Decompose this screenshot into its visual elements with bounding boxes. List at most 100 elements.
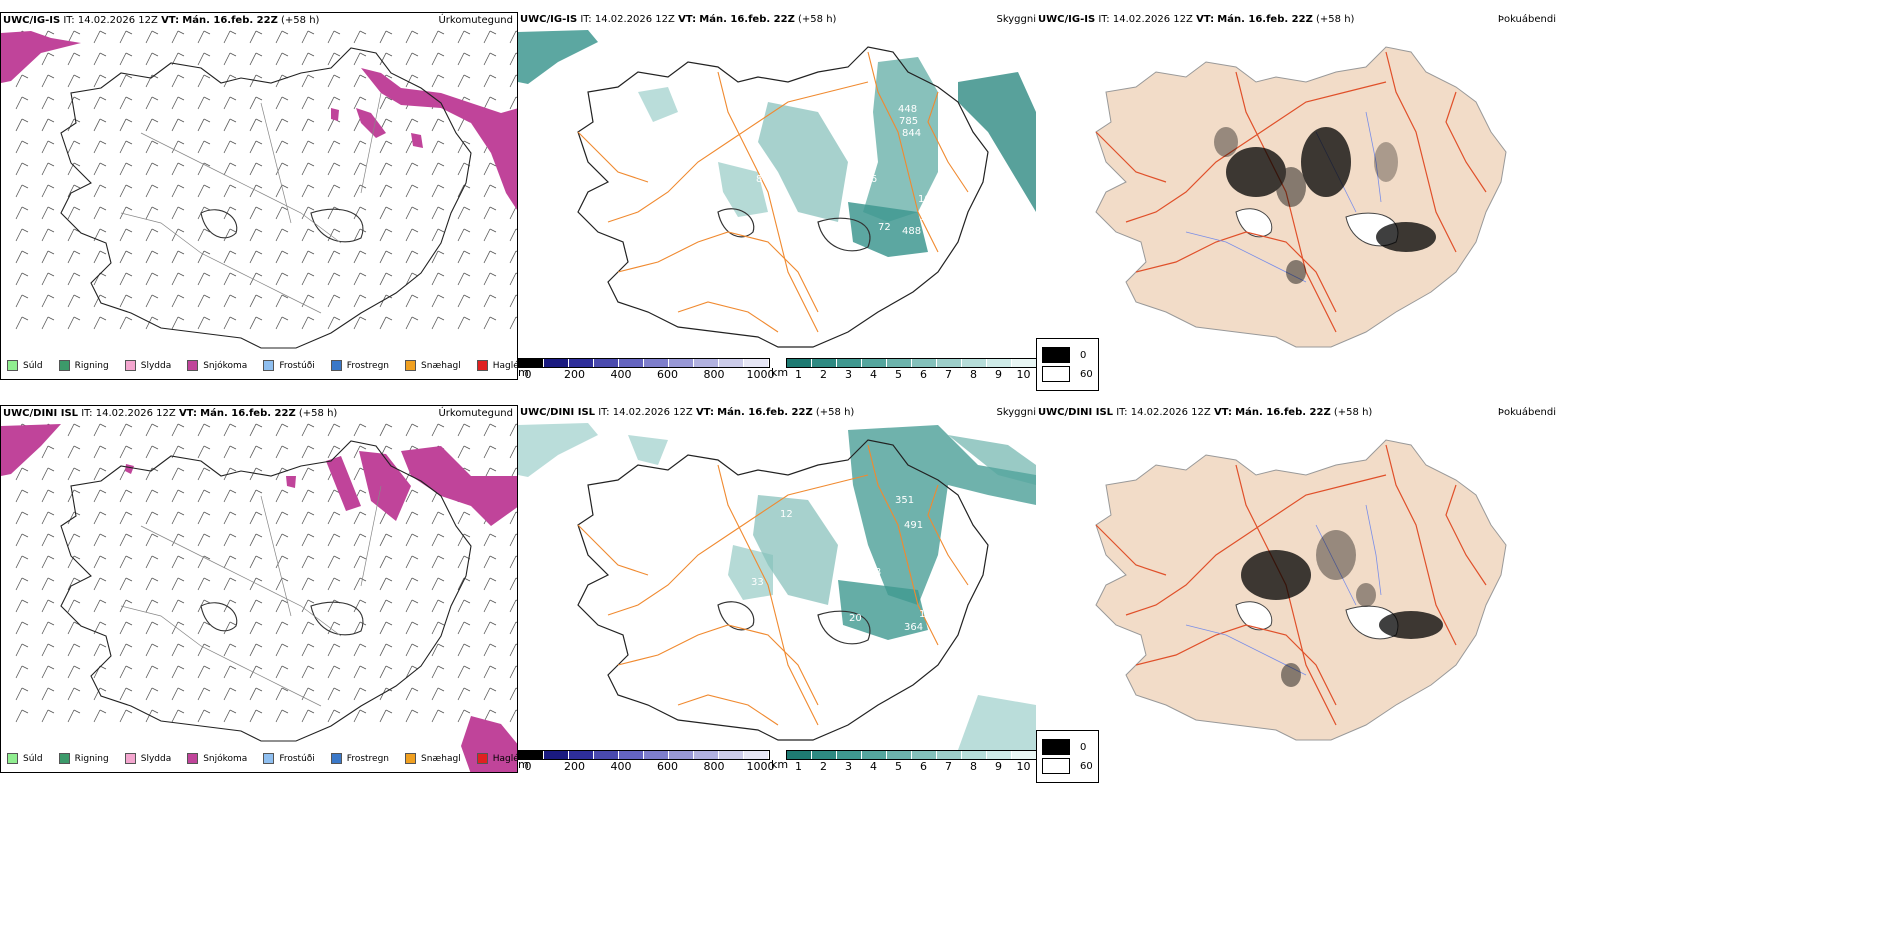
colorbar-cell: [887, 751, 912, 759]
legend-item: Rigning: [58, 360, 109, 371]
panel-label: Úrkomutegund: [438, 408, 513, 419]
colorbar-cell: [644, 751, 669, 759]
fog-swatch-black: [1042, 347, 1070, 363]
low-visibility-area: [958, 695, 1036, 750]
legend-item: Haglél: [476, 753, 517, 764]
visibility-number: 188: [862, 567, 881, 578]
legend-swatch: [476, 753, 488, 764]
legend-swatch: [7, 360, 18, 371]
low-visibility-area: [863, 57, 938, 222]
legend-item: Súld: [7, 360, 43, 371]
legend-label: Slydda: [140, 360, 172, 371]
colorbar-tick-label: 200: [564, 760, 585, 773]
legend-item: Frostúði: [263, 753, 315, 764]
visibility-number: 491: [904, 520, 923, 531]
panel-title: UWC/DINI ISL IT: 14.02.2026 12Z VT: Mán.…: [520, 407, 855, 418]
colorbar-tick-label: 10: [1016, 760, 1031, 773]
colorbar-cell: [862, 751, 887, 759]
legend-item: Súld: [7, 753, 43, 764]
colorbar-cell: [569, 359, 594, 367]
visibility-number: 20: [849, 613, 862, 624]
legend-swatch: [330, 753, 342, 764]
colorbar-cell: [744, 359, 769, 367]
legend-swatch: [124, 753, 136, 764]
legend-label: Rigning: [74, 360, 109, 371]
colorbar-tick-label: 0: [524, 368, 532, 381]
snow-area: [401, 446, 517, 526]
low-visibility-area: [838, 580, 928, 640]
colorbar-cell: [544, 751, 569, 759]
colorbar-tick-label: 9: [995, 760, 1002, 773]
visibility-number: 33: [751, 577, 764, 588]
visibility-number: 104: [918, 194, 937, 205]
colorbar-tick-label: 7: [945, 760, 952, 773]
colorbar-tick-label: 1: [795, 760, 802, 773]
panel-title: UWC/DINI ISL IT: 14.02.2026 12Z VT: Mán.…: [3, 408, 338, 419]
colorbar-cell: [862, 359, 887, 367]
legend-swatch: [187, 753, 199, 764]
snow-area: [125, 464, 134, 474]
visibility-panel-bottom: UWC/DINI ISL IT: 14.02.2026 12Z VT: Mán.…: [518, 405, 1036, 773]
legend-item: Snjókoma: [187, 753, 247, 764]
colorbar-tick-label: 8: [970, 368, 977, 381]
visibility-number-labels: 351 491 12 188 20 364 160 33: [751, 495, 938, 633]
legend-swatch: [263, 753, 275, 764]
colorbar-tick-label: 600: [657, 368, 678, 381]
legend-item: Rigning: [58, 753, 109, 764]
colorbar-cell: [837, 751, 862, 759]
low-visibility-area: [848, 202, 928, 257]
visibility-colorbar: 1 2 3 4 5 6 7 8 9 10: [786, 750, 1038, 774]
panel-label: Skyggni: [996, 407, 1036, 418]
colorbar-cell: [962, 359, 987, 367]
visibility-number: 130: [938, 118, 957, 129]
precip-legend: Súld Rigning Slydda Snjókoma Frostúði Frostre…: [7, 753, 517, 764]
visibility-number: 175: [920, 212, 939, 223]
colorbar-tick-label: 3: [845, 368, 852, 381]
legend-label: Haglél: [492, 753, 517, 764]
precip-legend: Súld Rigning Slydda Snjókoma Frostúði Frostre…: [7, 360, 517, 371]
legend-label: Snjókoma: [203, 753, 248, 764]
fog-swatch-black: [1042, 739, 1070, 755]
legend-item: Slydda: [124, 753, 171, 764]
visibility-unit: km: [771, 366, 789, 379]
colorbar-cell: [619, 751, 644, 759]
colorbar-tick-label: 6: [920, 368, 927, 381]
fog-panel-top: UWC/IG-IS IT: 14.02.2026 12Z VT: Mán. 16…: [1036, 12, 1560, 380]
low-visibility-area: [518, 423, 598, 477]
colorbar-tick-label: 1: [795, 368, 802, 381]
fog-swatch-white: [1042, 366, 1070, 382]
visibility-number: 12: [780, 509, 793, 520]
colorbar-tick-label: 800: [703, 760, 725, 773]
colorbar-cell: [912, 359, 937, 367]
panel-label: Þokuábendi: [1497, 14, 1556, 25]
colorbar-cell: [837, 359, 862, 367]
low-visibility-area: [728, 545, 773, 600]
legend-item: Slydda: [124, 360, 172, 371]
colorbar-cell: [987, 751, 1012, 759]
snow-area: [411, 133, 423, 148]
colorbar-tick-label: 7: [945, 368, 952, 381]
colorbar-cell: [694, 359, 719, 367]
iceland-visibility-map: 351 491 12 188 20 364 160 33: [518, 423, 1036, 750]
panel-title: UWC/IG-IS IT: 14.02.2026 12Z VT: Mán. 16…: [1038, 14, 1355, 25]
visibility-unit: km: [771, 758, 789, 771]
legend-swatch: [124, 360, 136, 371]
snow-area: [286, 476, 296, 488]
colorbar-cell: [719, 751, 744, 759]
colorbar-tick-label: 200: [564, 368, 585, 381]
legend-item: Haglél: [476, 360, 517, 371]
colorbar-tick-label: 5: [895, 368, 902, 381]
low-visibility-area: [958, 72, 1036, 212]
colorbar-cell: [544, 359, 569, 367]
panel-title: UWC/IG-IS IT: 14.02.2026 12Z VT: Mán. 16…: [520, 14, 837, 25]
colorbar-tick-label: 10: [1016, 368, 1031, 381]
snow-area: [1, 424, 61, 476]
legend-item: Snjókoma: [187, 360, 247, 371]
colorbar-cell: [937, 751, 962, 759]
legend-label: Súld: [23, 360, 43, 371]
legend-label: Frostregn: [346, 753, 390, 764]
visibility-number: 488: [902, 226, 921, 237]
visibility-number: 156: [858, 174, 877, 185]
visibility-number: 448: [898, 104, 917, 115]
